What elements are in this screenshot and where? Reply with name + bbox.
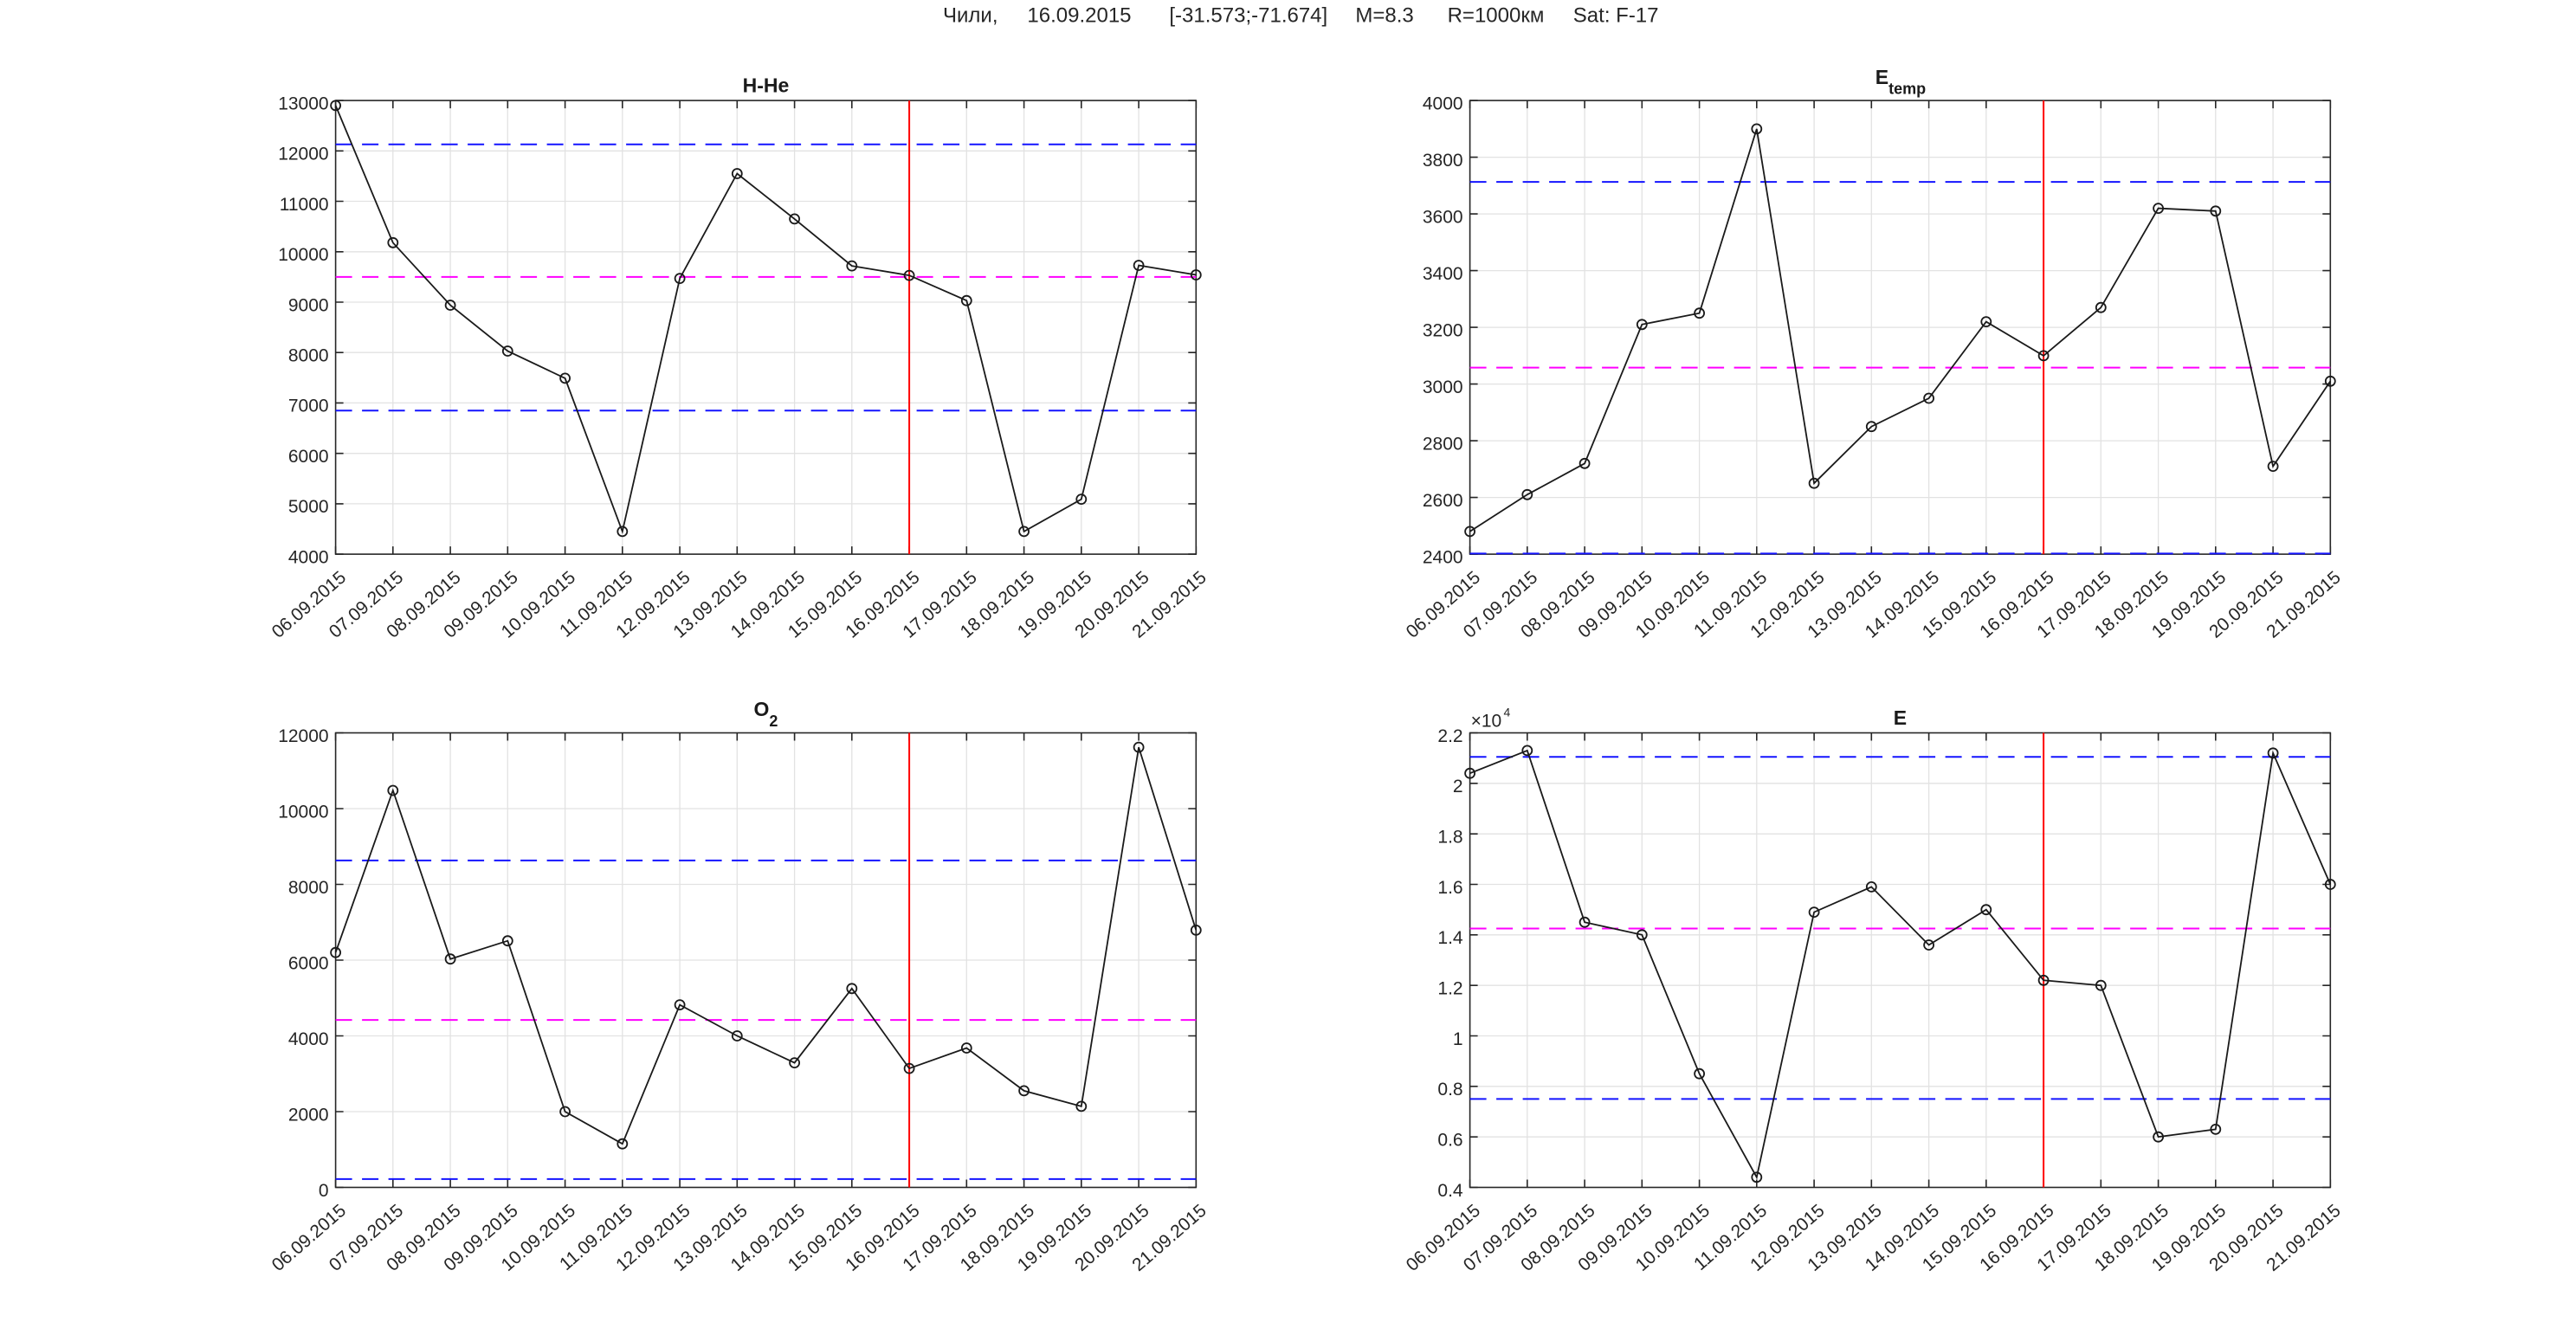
svg-text:10000: 10000 bbox=[278, 802, 328, 822]
svg-text:0.8: 0.8 bbox=[1437, 1080, 1462, 1100]
svg-text:2: 2 bbox=[1453, 777, 1463, 796]
svg-text:4: 4 bbox=[1504, 706, 1511, 719]
svg-text:10000: 10000 bbox=[278, 245, 328, 265]
svg-text:М=8.3: М=8.3 bbox=[1355, 4, 1413, 28]
svg-text:0.4: 0.4 bbox=[1437, 1181, 1463, 1201]
svg-text:4000: 4000 bbox=[1423, 94, 1463, 113]
svg-text:Чили,: Чили, bbox=[943, 4, 997, 28]
svg-text:3200: 3200 bbox=[1423, 320, 1463, 340]
svg-text:H-He: H-He bbox=[743, 74, 790, 97]
svg-text:[-31.573;-71.674]: [-31.573;-71.674] bbox=[1169, 4, 1327, 28]
svg-text:3000: 3000 bbox=[1423, 377, 1463, 397]
svg-text:R=1000км: R=1000км bbox=[1448, 4, 1545, 28]
svg-text:13000: 13000 bbox=[278, 94, 328, 113]
svg-text:E: E bbox=[1894, 706, 1907, 729]
svg-text:1.6: 1.6 bbox=[1437, 878, 1462, 898]
svg-text:4000: 4000 bbox=[288, 547, 329, 567]
svg-text:1.8: 1.8 bbox=[1437, 828, 1462, 848]
svg-text:8000: 8000 bbox=[288, 878, 329, 898]
svg-text:5000: 5000 bbox=[288, 497, 329, 517]
svg-text:12000: 12000 bbox=[278, 145, 328, 164]
svg-text:6000: 6000 bbox=[288, 447, 329, 467]
svg-text:0.6: 0.6 bbox=[1437, 1131, 1462, 1151]
svg-text:1.2: 1.2 bbox=[1437, 979, 1462, 999]
svg-text:12000: 12000 bbox=[278, 726, 328, 746]
svg-text:2600: 2600 bbox=[1423, 491, 1463, 511]
svg-text:Sat: F-17: Sat: F-17 bbox=[1573, 4, 1659, 28]
svg-text:16.09.2015: 16.09.2015 bbox=[1027, 4, 1131, 28]
svg-text:3800: 3800 bbox=[1423, 151, 1463, 171]
svg-text:2000: 2000 bbox=[288, 1105, 329, 1125]
svg-text:1.4: 1.4 bbox=[1437, 928, 1463, 948]
svg-text:2400: 2400 bbox=[1423, 547, 1463, 567]
svg-text:1: 1 bbox=[1453, 1029, 1463, 1049]
svg-text:3600: 3600 bbox=[1423, 207, 1463, 227]
svg-text:×10: ×10 bbox=[1471, 712, 1502, 732]
svg-text:4000: 4000 bbox=[288, 1029, 329, 1049]
svg-text:7000: 7000 bbox=[288, 397, 329, 416]
svg-text:11000: 11000 bbox=[280, 195, 329, 215]
svg-text:3400: 3400 bbox=[1423, 264, 1463, 284]
svg-text:9000: 9000 bbox=[288, 295, 329, 315]
svg-text:8000: 8000 bbox=[288, 346, 329, 366]
svg-text:2800: 2800 bbox=[1423, 434, 1463, 454]
svg-text:6000: 6000 bbox=[288, 953, 329, 973]
svg-text:0: 0 bbox=[319, 1181, 329, 1201]
svg-text:2.2: 2.2 bbox=[1437, 726, 1462, 746]
